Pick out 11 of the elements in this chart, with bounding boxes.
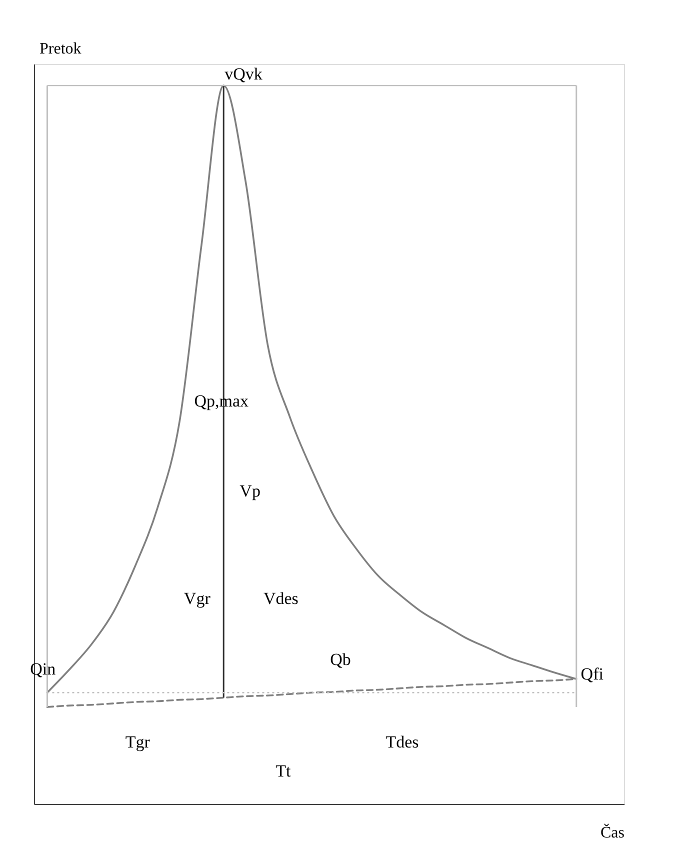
annotation: Tt bbox=[276, 761, 291, 780]
annotation: Vgr bbox=[184, 589, 211, 608]
text: vQvk bbox=[224, 64, 263, 84]
annotation: Tdes bbox=[386, 732, 419, 752]
annotation: Vp bbox=[240, 481, 260, 500]
annotation: Tgr bbox=[125, 732, 150, 752]
y-axis-title: Pretok bbox=[40, 40, 82, 58]
annotation: Vdes bbox=[263, 589, 298, 608]
x-axis-title: Čas bbox=[600, 824, 624, 841]
annotation: Qb bbox=[330, 650, 351, 670]
text: Qfi bbox=[580, 664, 604, 684]
